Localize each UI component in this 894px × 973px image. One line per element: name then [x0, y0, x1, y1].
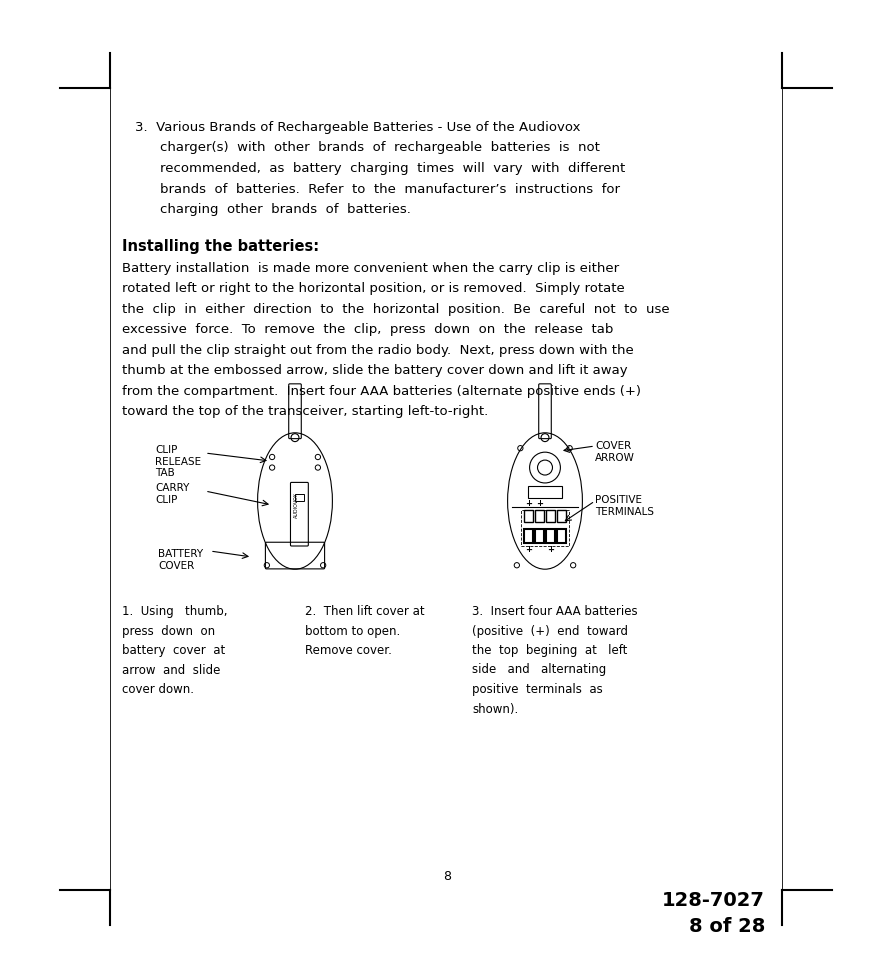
Text: CARRY
CLIP: CARRY CLIP	[155, 483, 190, 505]
Bar	[557, 510, 566, 523]
Bar	[520, 510, 569, 546]
Bar	[524, 510, 533, 523]
Text: shown).: shown).	[472, 703, 519, 715]
Bar	[536, 510, 544, 523]
Bar	[557, 529, 566, 543]
Text: charging  other  brands  of  batteries.: charging other brands of batteries.	[160, 203, 411, 216]
Text: CLIP
RELEASE
TAB: CLIP RELEASE TAB	[155, 445, 201, 478]
Text: brands  of  batteries.  Refer  to  the  manufacturer’s  instructions  for: brands of batteries. Refer to the manufa…	[160, 183, 620, 196]
Text: Battery installation  is made more convenient when the carry clip is either: Battery installation is made more conven…	[122, 262, 620, 274]
Text: from the compartment.  Insert four AAA batteries (alternate positive ends (+): from the compartment. Insert four AAA ba…	[122, 384, 641, 398]
Text: charger(s)  with  other  brands  of  rechargeable  batteries  is  not: charger(s) with other brands of recharge…	[160, 141, 600, 155]
Text: BATTERY
COVER: BATTERY COVER	[158, 549, 203, 570]
Text: +: +	[525, 499, 532, 508]
Text: positive  terminals  as: positive terminals as	[472, 683, 603, 696]
Text: bottom to open.: bottom to open.	[305, 625, 401, 637]
Text: +: +	[547, 545, 554, 555]
Bar	[524, 529, 533, 543]
Text: 2.  Then lift cover at: 2. Then lift cover at	[305, 605, 425, 618]
Text: thumb at the embossed arrow, slide the battery cover down and lift it away: thumb at the embossed arrow, slide the b…	[122, 364, 628, 377]
Text: rotated left or right to the horizontal position, or is removed.  Simply rotate: rotated left or right to the horizontal …	[122, 282, 625, 295]
Text: +: +	[536, 499, 543, 508]
Text: arrow  and  slide: arrow and slide	[122, 664, 221, 676]
Text: 8: 8	[443, 870, 451, 883]
Text: 3.  Insert four AAA batteries: 3. Insert four AAA batteries	[472, 605, 637, 618]
Text: side   and   alternating: side and alternating	[472, 664, 606, 676]
Bar	[546, 529, 555, 543]
Text: 128-7027: 128-7027	[662, 891, 765, 911]
Bar	[546, 510, 555, 523]
Text: 3.  Various Brands of Rechargeable Batteries - Use of the Audiovox: 3. Various Brands of Rechargeable Batter…	[135, 121, 580, 134]
Text: 1.  Using   thumb,: 1. Using thumb,	[122, 605, 227, 618]
Text: Installing the batteries:: Installing the batteries:	[122, 238, 319, 254]
Text: and pull the clip straight out from the radio body.  Next, press down with the: and pull the clip straight out from the …	[122, 343, 634, 356]
Text: POSITIVE
TERMINALS: POSITIVE TERMINALS	[595, 495, 654, 517]
Text: AUDIOVOX: AUDIOVOX	[294, 492, 299, 519]
Text: Remove cover.: Remove cover.	[305, 644, 392, 657]
Bar	[528, 486, 561, 498]
Text: recommended,  as  battery  charging  times  will  vary  with  different: recommended, as battery charging times w…	[160, 162, 625, 175]
Bar	[295, 494, 304, 501]
Text: COVER
ARROW: COVER ARROW	[595, 441, 635, 462]
Text: cover down.: cover down.	[122, 683, 194, 696]
Text: press  down  on: press down on	[122, 625, 215, 637]
Text: toward the top of the transceiver, starting left-to-right.: toward the top of the transceiver, start…	[122, 405, 488, 418]
Text: excessive  force.  To  remove  the  clip,  press  down  on  the  release  tab: excessive force. To remove the clip, pre…	[122, 323, 613, 336]
Text: (positive  (+)  end  toward: (positive (+) end toward	[472, 625, 628, 637]
Text: the  top  begining  at   left: the top begining at left	[472, 644, 628, 657]
Bar	[536, 529, 544, 543]
Text: 8 of 28: 8 of 28	[688, 917, 765, 935]
Text: battery  cover  at: battery cover at	[122, 644, 225, 657]
Text: +: +	[525, 545, 532, 555]
Text: the  clip  in  either  direction  to  the  horizontal  position.  Be  careful  n: the clip in either direction to the hori…	[122, 303, 670, 315]
